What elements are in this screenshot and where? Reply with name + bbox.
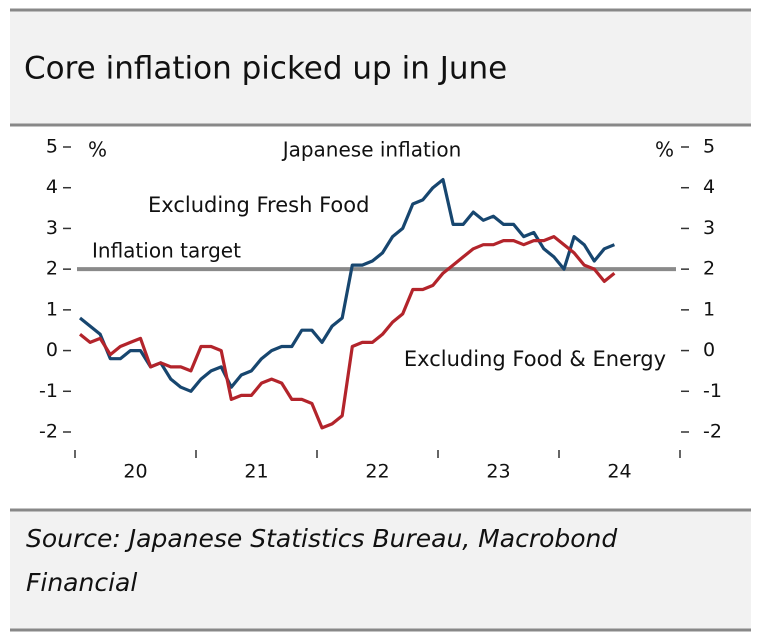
- y-tick-label: 4: [46, 176, 58, 198]
- y2-tick-label: 2: [703, 258, 715, 280]
- y-tick-label: 0: [46, 339, 58, 361]
- x-tick-label: 24: [607, 461, 631, 483]
- title-band: [10, 10, 751, 125]
- target-label: Inflation target: [92, 239, 241, 263]
- y2-tick-label: -1: [703, 380, 722, 402]
- y-tick-label: 5: [46, 136, 58, 158]
- y-tick-label: 1: [46, 298, 58, 320]
- source: Source: Japanese Statistics Bureau, Macr…: [26, 524, 617, 553]
- y-tick-label: -2: [39, 421, 58, 443]
- y2-axis-label: %: [655, 138, 674, 162]
- y-axis-label: %: [88, 138, 107, 162]
- series-line: [78, 235, 616, 430]
- x-tick-label: 21: [244, 461, 268, 483]
- y-tick-label: 2: [46, 258, 58, 280]
- source: Financial: [26, 568, 137, 597]
- legend-label: Excluding Food & Energy: [404, 347, 666, 371]
- y-tick-label: 3: [46, 217, 58, 239]
- source-band: [10, 510, 751, 630]
- y2-tick-label: 1: [703, 298, 715, 320]
- series-line: [78, 178, 616, 393]
- y2-tick-label: 5: [703, 136, 715, 158]
- x-tick-label: 20: [123, 461, 147, 483]
- y2-tick-label: -2: [703, 421, 722, 443]
- y2-tick-label: 4: [703, 176, 715, 198]
- legend-label: Excluding Fresh Food: [148, 193, 369, 217]
- y2-tick-label: 0: [703, 339, 715, 361]
- y-tick-label: -1: [39, 380, 58, 402]
- chart-title: Core inflation picked up in June: [24, 51, 507, 87]
- chart-subtitle: Japanese inflation: [281, 138, 462, 162]
- x-tick-label: 22: [365, 461, 389, 483]
- x-tick-label: 23: [486, 461, 510, 483]
- y2-tick-label: 3: [703, 217, 715, 239]
